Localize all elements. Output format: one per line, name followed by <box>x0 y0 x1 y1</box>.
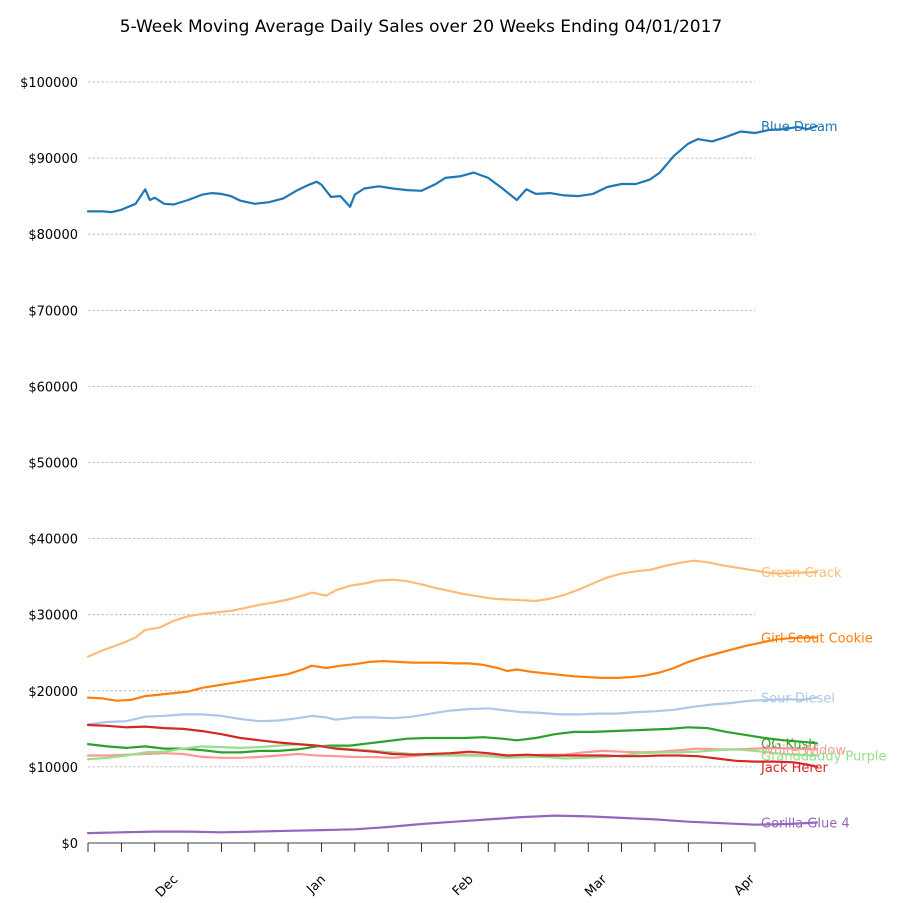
y-tick-label: $90000 <box>28 152 78 167</box>
series-label-og-kush: OG Kush <box>761 737 817 752</box>
y-tick-label: $20000 <box>28 685 78 700</box>
y-tick-label: $40000 <box>28 533 78 548</box>
x-tick-label: Mar <box>582 872 610 900</box>
series-line-sour-diesel <box>86 696 819 726</box>
y-tick-label: $60000 <box>28 380 78 395</box>
y-tick-label: $50000 <box>28 457 78 472</box>
y-tick-label: $30000 <box>28 609 78 624</box>
series-label-jack-herer: Jack Herer <box>760 761 828 776</box>
series-line-blue-dream <box>86 124 819 214</box>
series-label-granddaddy-purple: Granddaddy Purple <box>761 749 886 764</box>
series-line-granddaddy-purple <box>86 742 819 761</box>
x-tick-label: Jan <box>304 872 329 897</box>
series-label-girl-scout-cookie: Girl Scout Cookie <box>761 632 873 647</box>
y-tick-label: $100000 <box>20 76 78 91</box>
x-tick-label: Apr <box>731 872 758 899</box>
grid-lines <box>88 81 755 768</box>
series-line-green-crack <box>86 559 819 658</box>
y-tick-label: $70000 <box>28 304 78 319</box>
series-label-sour-diesel: Sour Diesel <box>761 692 835 707</box>
series-line-og-kush <box>86 726 819 754</box>
x-tick-label: Feb <box>450 872 477 899</box>
axes: $0 $10000 $20000 $30000 $40000 $50000 $60000 $7… <box>20 76 758 901</box>
series-label-white-widow: White Widow <box>761 743 846 758</box>
y-tick-label: $10000 <box>28 761 78 776</box>
series-line-girl-scout-cookie <box>86 636 819 702</box>
y-tick-label: $0 <box>61 837 78 852</box>
x-tick-label: Dec <box>153 872 181 900</box>
y-tick-label: $80000 <box>28 228 78 243</box>
series-label-gorilla-glue-4: Gorilla Glue 4 <box>761 816 850 831</box>
series-end-labels: Blue Dream Green Crack Girl Scout Cookie So… <box>760 120 886 831</box>
series-line-gorilla-glue-4 <box>86 814 819 835</box>
series-line-jack-herer <box>86 723 819 769</box>
series-label-blue-dream: Blue Dream <box>761 120 838 135</box>
series-lines <box>86 124 819 835</box>
chart-title: 5-Week Moving Average Daily Sales over 2… <box>120 17 723 37</box>
series-label-green-crack: Green Crack <box>761 566 842 581</box>
